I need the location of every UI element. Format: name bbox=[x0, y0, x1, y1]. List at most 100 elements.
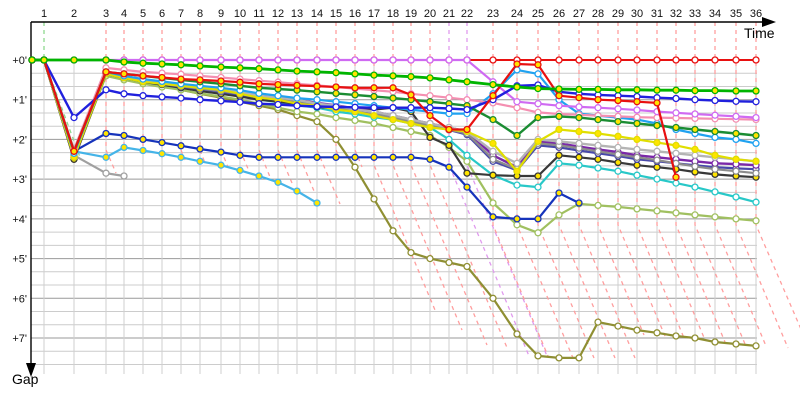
data-point-marker bbox=[732, 97, 740, 105]
data-point-marker bbox=[426, 155, 434, 163]
data-point-marker bbox=[489, 147, 497, 155]
data-point-marker bbox=[711, 213, 719, 221]
data-point-marker bbox=[351, 91, 359, 99]
data-point-marker bbox=[614, 167, 622, 175]
data-point-marker bbox=[672, 141, 680, 150]
data-point-marker bbox=[255, 80, 263, 88]
data-point-marker bbox=[711, 165, 719, 173]
checkpoint-sync-line bbox=[755, 22, 800, 329]
data-point-marker bbox=[445, 141, 453, 150]
data-point-marker bbox=[594, 85, 602, 94]
x-tick-label: 3 bbox=[103, 8, 109, 20]
data-point-marker bbox=[313, 110, 321, 118]
data-point-marker bbox=[711, 188, 719, 196]
data-point-marker bbox=[575, 113, 583, 122]
data-point-marker bbox=[40, 56, 48, 64]
y-tick-label: +1' bbox=[12, 95, 27, 107]
data-point-marker bbox=[139, 92, 147, 100]
data-point-marker bbox=[293, 67, 301, 75]
data-point-marker bbox=[711, 111, 719, 119]
x-tick-labels: 1 2 3 4 5 6 7 8 9 10 11 12 13 14 15 16 17 18 19 20 21 22 23 24 2… bbox=[41, 8, 762, 20]
checkpoint-sync-line bbox=[714, 22, 767, 347]
data-point-marker bbox=[534, 84, 542, 93]
data-point-marker bbox=[293, 81, 301, 90]
data-point-marker bbox=[594, 155, 602, 163]
data-point-marker bbox=[445, 163, 453, 171]
data-point-marker bbox=[370, 56, 378, 64]
data-point-marker bbox=[653, 175, 661, 183]
data-point-marker bbox=[407, 104, 415, 112]
data-point-marker bbox=[313, 68, 321, 76]
data-point-marker bbox=[614, 322, 622, 330]
data-point-marker bbox=[28, 56, 36, 64]
data-point-marker bbox=[575, 56, 583, 64]
data-point-marker bbox=[534, 137, 542, 146]
data-point-marker bbox=[236, 98, 244, 106]
data-point-marker bbox=[672, 332, 680, 340]
checkpoint-sync-line bbox=[694, 22, 746, 345]
data-point-marker bbox=[575, 153, 583, 161]
y-tick-labels: +0' +1' +2' +3' +4' +5' +6' +7' bbox=[12, 55, 27, 345]
data-point-marker bbox=[217, 148, 225, 156]
x-tick-label: 25 bbox=[532, 8, 544, 20]
x-tick-label: 21 bbox=[443, 8, 455, 20]
data-point-marker bbox=[426, 111, 434, 120]
checkpoint-sync-line bbox=[735, 22, 789, 349]
data-point-marker bbox=[158, 138, 166, 147]
data-point-marker bbox=[463, 56, 471, 64]
data-point-marker bbox=[463, 157, 471, 165]
data-point-marker bbox=[614, 132, 622, 140]
data-point-marker bbox=[196, 145, 204, 153]
data-point-marker bbox=[594, 115, 602, 124]
data-point-marker bbox=[672, 94, 680, 103]
data-point-marker bbox=[445, 56, 453, 64]
data-point-marker bbox=[614, 203, 622, 211]
data-point-marker bbox=[672, 123, 680, 132]
data-point-marker bbox=[633, 135, 641, 144]
data-point-marker bbox=[426, 133, 434, 142]
checkpoint-sync-line bbox=[392, 22, 463, 331]
x-tick-label: 7 bbox=[178, 8, 184, 20]
data-point-marker bbox=[120, 58, 128, 66]
checkpoint-sync-line bbox=[354, 22, 363, 168]
data-point-marker bbox=[236, 56, 244, 64]
data-point-marker bbox=[575, 127, 583, 136]
data-point-marker bbox=[672, 56, 680, 64]
data-point-marker bbox=[389, 115, 397, 124]
checkpoint-sync-line bbox=[258, 22, 271, 178]
data-point-marker bbox=[463, 105, 471, 114]
data-point-marker bbox=[672, 173, 680, 181]
checkpoint-sync-line bbox=[558, 22, 616, 359]
data-point-marker bbox=[555, 159, 563, 167]
data-point-marker bbox=[555, 189, 563, 197]
data-point-marker bbox=[217, 77, 225, 85]
data-point-marker bbox=[633, 86, 641, 94]
data-point-marker bbox=[274, 153, 282, 161]
data-point-marker bbox=[594, 104, 602, 112]
data-point-marker bbox=[332, 153, 340, 161]
data-point-marker bbox=[332, 89, 340, 98]
x-tick-label: 12 bbox=[272, 8, 284, 20]
series-markers-green bbox=[28, 56, 760, 95]
data-point-marker bbox=[389, 227, 397, 235]
x-tick-label: 35 bbox=[730, 8, 742, 20]
data-point-marker bbox=[752, 157, 760, 165]
y-tick-label: +4' bbox=[12, 214, 27, 226]
data-point-marker bbox=[752, 113, 760, 122]
data-point-marker bbox=[633, 98, 641, 106]
data-point-marker bbox=[463, 125, 471, 134]
data-point-marker bbox=[594, 147, 602, 155]
data-point-marker bbox=[370, 119, 378, 128]
data-point-marker bbox=[732, 56, 740, 64]
data-point-marker bbox=[445, 135, 453, 144]
data-point-marker bbox=[445, 76, 453, 84]
data-point-marker bbox=[120, 131, 128, 140]
data-point-marker bbox=[351, 163, 359, 171]
data-point-marker bbox=[752, 131, 760, 140]
data-point-marker bbox=[513, 83, 521, 91]
data-point-marker bbox=[633, 205, 641, 213]
data-point-marker bbox=[293, 107, 301, 116]
data-point-marker bbox=[274, 178, 282, 186]
data-point-marker bbox=[653, 207, 661, 215]
